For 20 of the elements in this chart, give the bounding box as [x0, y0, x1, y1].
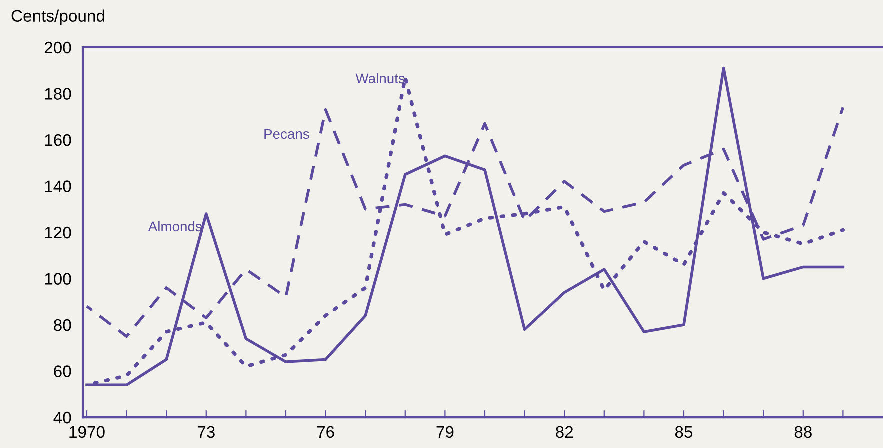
x-tick-label: 85: [675, 426, 693, 438]
y-tick-label: 200: [44, 42, 72, 54]
series-label: Walnuts: [356, 73, 405, 84]
y-tick-label: 140: [45, 180, 72, 192]
y-tick-label: 120: [45, 226, 72, 239]
x-tick-label: 82: [556, 426, 574, 438]
x-tick-label: 79: [436, 426, 454, 438]
x-tick-label: 73: [198, 426, 215, 438]
y-axis-title: Cents/pound: [12, 10, 104, 26]
x-tick-label: 1970: [70, 426, 105, 438]
y-tick-label: 160: [45, 134, 72, 146]
y-tick-label: 80: [54, 319, 72, 332]
y-tick-label: 40: [54, 412, 72, 424]
y-tick-label: 100: [45, 273, 72, 285]
x-tick-label: 88: [794, 426, 812, 438]
y-tick-label: 60: [54, 366, 72, 378]
x-tick-label: 76: [317, 426, 334, 438]
series-label: Almonds: [148, 221, 202, 232]
y-tick-label: 180: [45, 88, 72, 100]
series-label: Pecans: [264, 129, 310, 140]
